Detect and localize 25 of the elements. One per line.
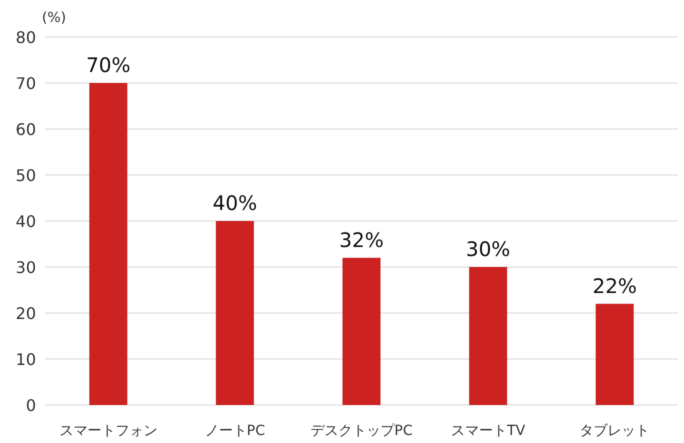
x-tick-label: ノートPC <box>204 423 266 439</box>
y-tick-label: 30 <box>16 258 36 277</box>
y-axis-title: (%) <box>42 10 66 26</box>
y-tick-label: 10 <box>16 350 36 369</box>
y-tick-label: 0 <box>26 396 36 415</box>
x-tick-label: スマートフォン <box>59 423 158 439</box>
y-tick-label: 50 <box>16 166 36 185</box>
y-tick-label: 20 <box>16 304 36 323</box>
bar <box>216 221 254 405</box>
y-tick-label: 70 <box>16 74 36 93</box>
bar <box>89 83 128 405</box>
data-label: 70% <box>86 53 131 77</box>
y-tick-label: 60 <box>16 120 36 139</box>
y-tick-label: 40 <box>16 212 36 231</box>
x-tick-label: スマートTV <box>451 423 526 439</box>
x-tick-label: タブレット <box>580 423 650 439</box>
bar <box>596 304 634 405</box>
data-label: 32% <box>339 228 384 252</box>
bar <box>469 267 508 405</box>
bar <box>342 258 380 405</box>
data-label: 22% <box>592 274 637 298</box>
x-tick-label: デスクトップPC <box>310 423 413 439</box>
data-label: 40% <box>212 191 258 215</box>
y-tick-label: 80 <box>16 28 36 47</box>
data-label: 30% <box>466 237 510 261</box>
